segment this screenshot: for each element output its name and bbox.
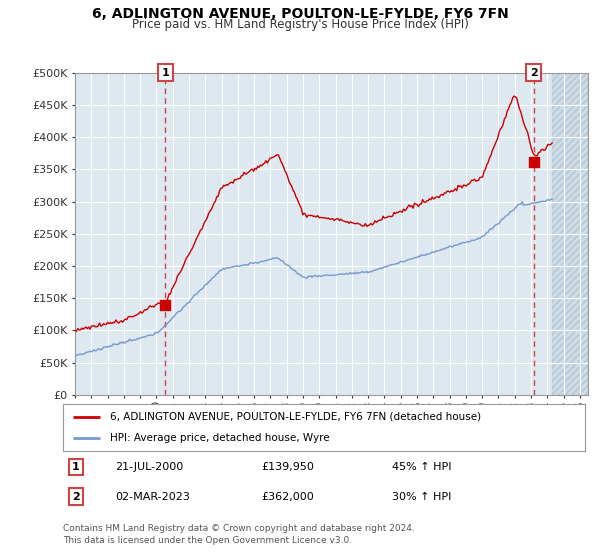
Text: HPI: Average price, detached house, Wyre: HPI: Average price, detached house, Wyre: [110, 433, 329, 444]
Text: 30% ↑ HPI: 30% ↑ HPI: [392, 492, 451, 502]
Text: £139,950: £139,950: [262, 462, 314, 472]
Text: 6, ADLINGTON AVENUE, POULTON-LE-FYLDE, FY6 7FN: 6, ADLINGTON AVENUE, POULTON-LE-FYLDE, F…: [92, 7, 508, 21]
Text: 45% ↑ HPI: 45% ↑ HPI: [392, 462, 451, 472]
Bar: [552, 73, 588, 395]
Text: Contains HM Land Registry data © Crown copyright and database right 2024.
This d: Contains HM Land Registry data © Crown c…: [63, 524, 415, 545]
Text: Price paid vs. HM Land Registry's House Price Index (HPI): Price paid vs. HM Land Registry's House …: [131, 18, 469, 31]
Text: 1: 1: [72, 462, 80, 472]
Text: 2: 2: [530, 68, 538, 78]
Text: 6, ADLINGTON AVENUE, POULTON-LE-FYLDE, FY6 7FN (detached house): 6, ADLINGTON AVENUE, POULTON-LE-FYLDE, F…: [110, 412, 481, 422]
Text: 2: 2: [72, 492, 80, 502]
Text: 21-JUL-2000: 21-JUL-2000: [115, 462, 184, 472]
Text: 02-MAR-2023: 02-MAR-2023: [115, 492, 190, 502]
Text: 1: 1: [161, 68, 169, 78]
Text: £362,000: £362,000: [262, 492, 314, 502]
